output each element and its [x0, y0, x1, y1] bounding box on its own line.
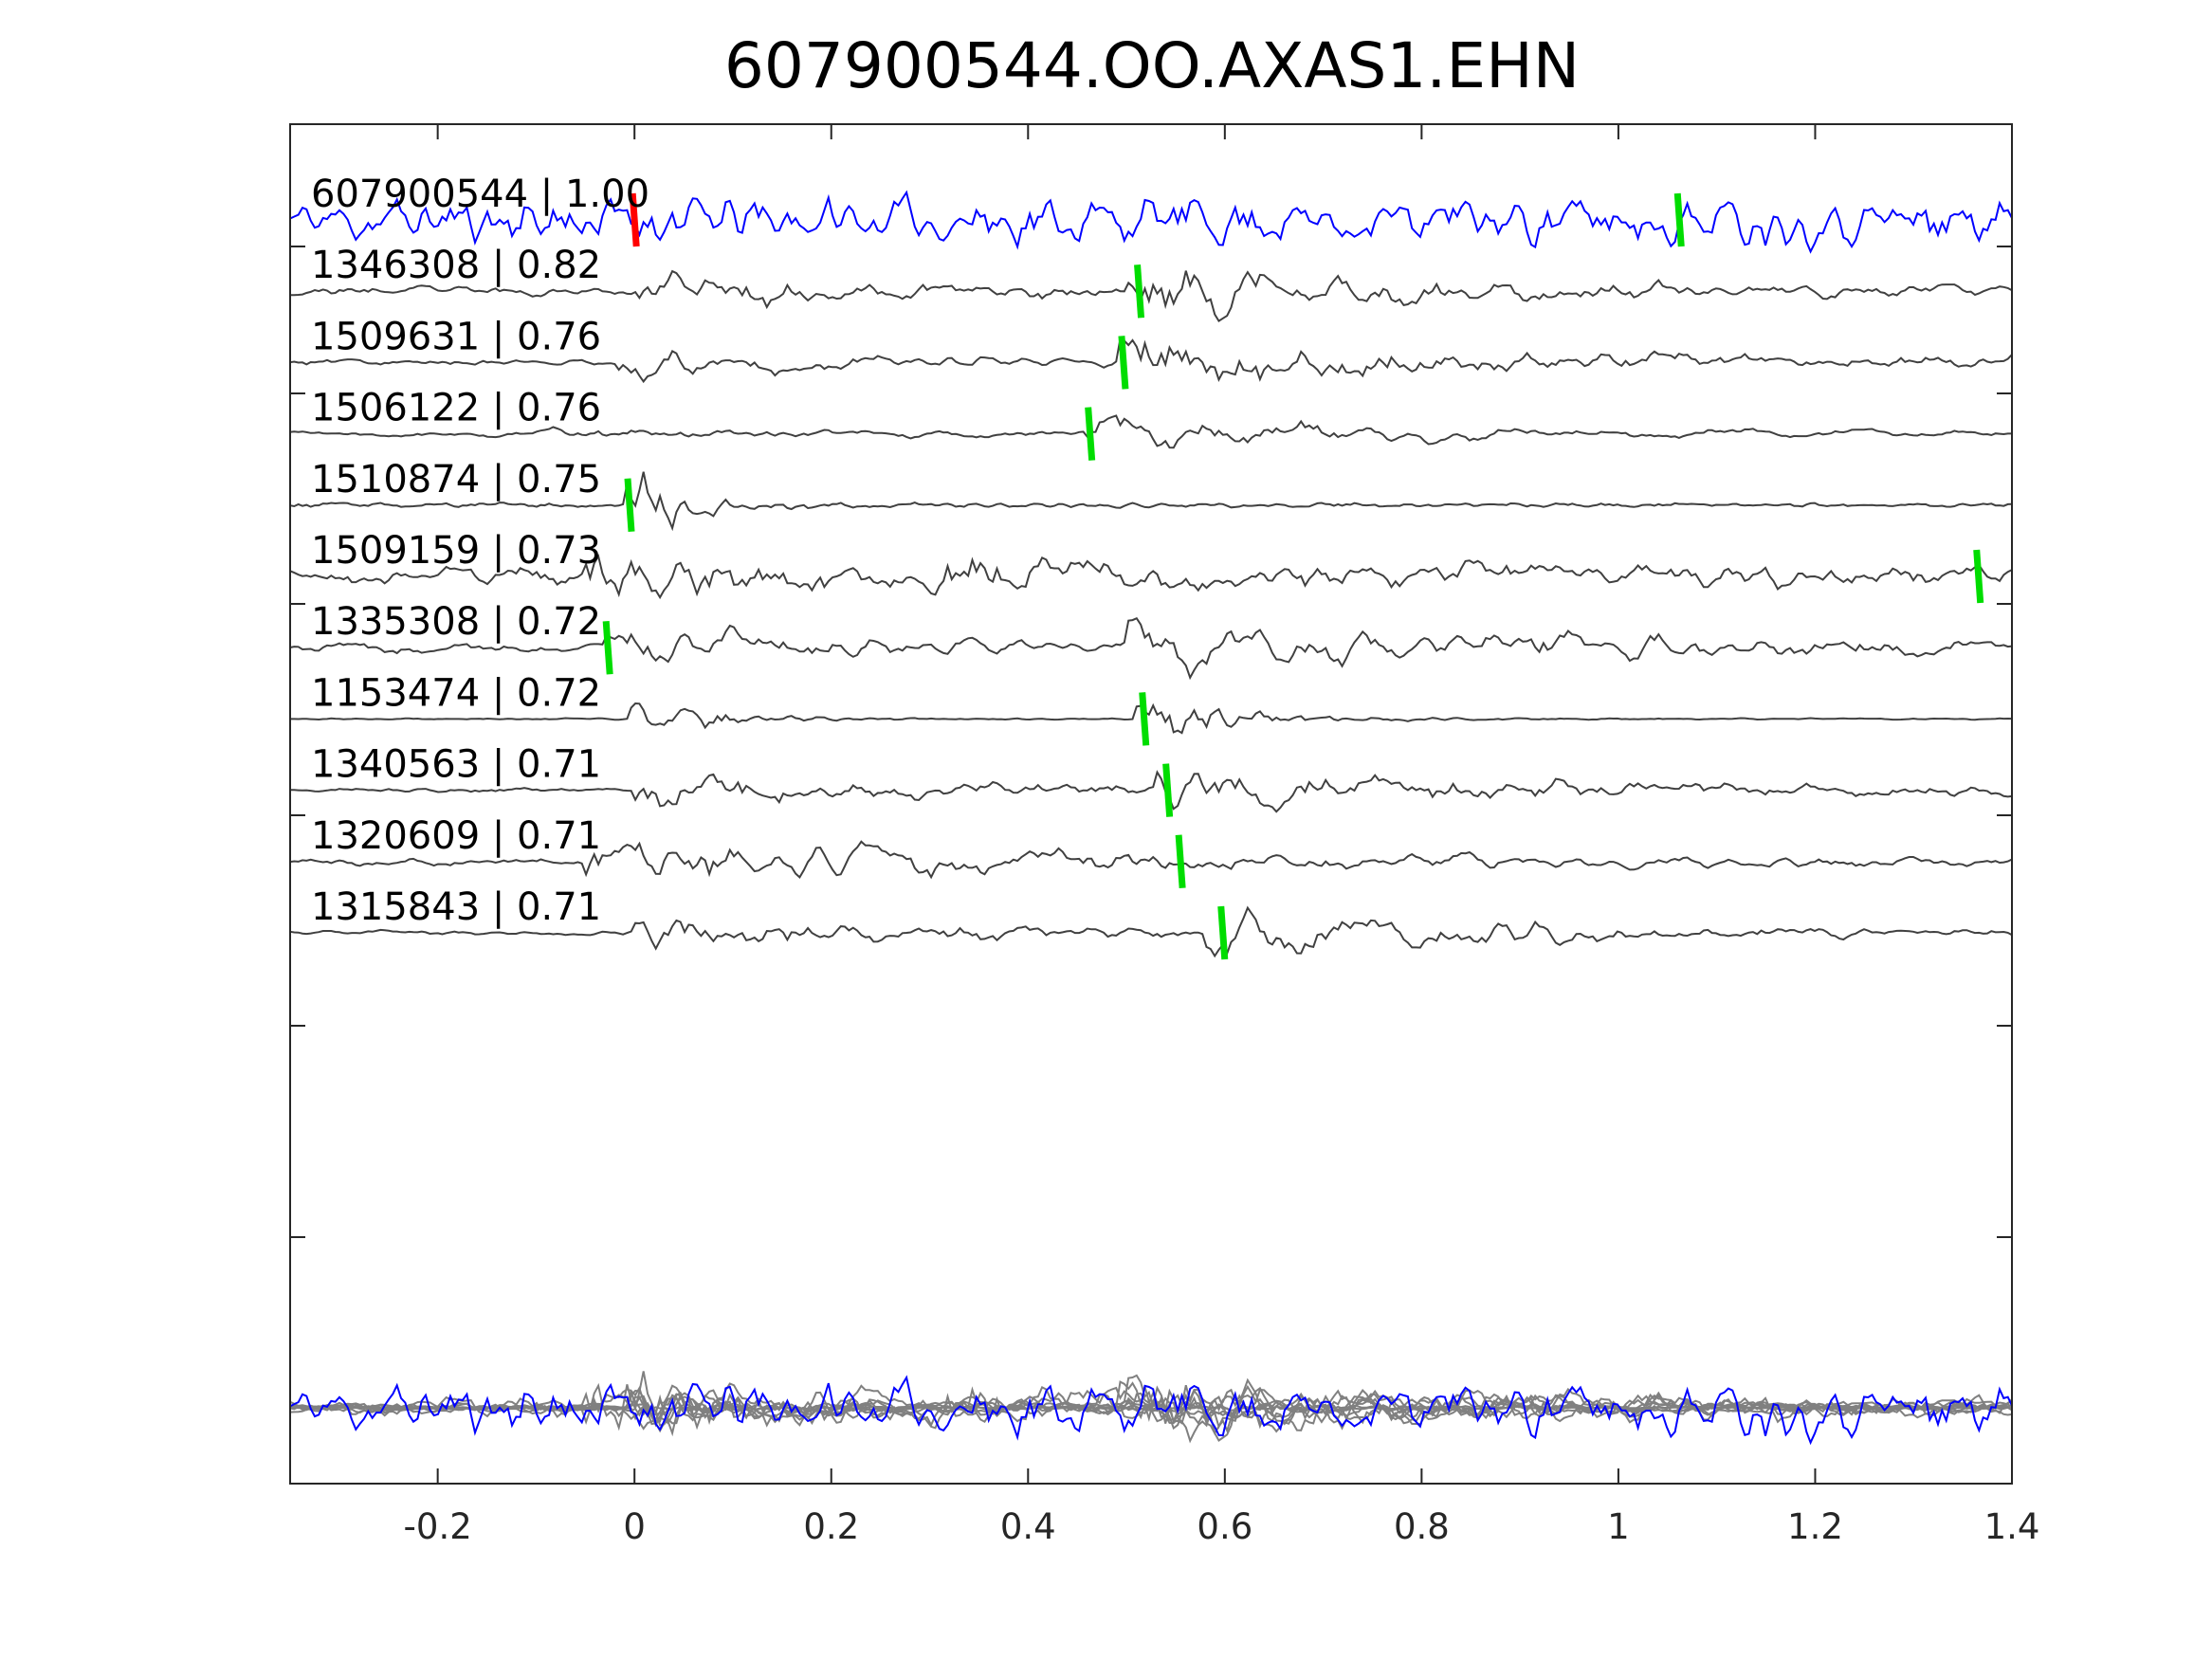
pick-marker-1340563	[1162, 763, 1174, 817]
trace-1335308	[289, 616, 2013, 681]
x-tick-label: -0.2	[404, 1506, 472, 1547]
trace-label-1153474: 1153474 | 0.72	[311, 671, 601, 715]
pick-marker-1315843	[1217, 905, 1229, 960]
trace-1153474	[290, 702, 2013, 735]
chart-title: 607900544.OO.AXAS1.EHN	[724, 29, 1580, 102]
trace-label-1510874: 1510874 | 0.75	[311, 458, 601, 501]
trace-1509631	[289, 337, 2013, 384]
trace-label-1340563: 1340563 | 0.71	[311, 743, 601, 787]
trace-1320609	[289, 840, 2013, 880]
trace-label-1509631: 1509631 | 0.76	[311, 315, 601, 358]
pick-marker-1510874	[624, 478, 635, 533]
x-tick-label: 0.4	[1000, 1506, 1056, 1547]
trace-label-1315843: 1315843 | 0.71	[311, 885, 601, 929]
trace-607900544	[289, 190, 2013, 254]
trace-1340563	[290, 770, 2013, 813]
trace-labels: 607900544 | 1.00 1346308 | 0.82 1509631 | …	[311, 173, 649, 929]
trace-label-1335308: 1335308 | 0.72	[311, 600, 601, 644]
trace-1509159	[289, 554, 2013, 600]
trace-label-1509159: 1509159 | 0.73	[311, 529, 601, 573]
trace-1315843	[289, 905, 2013, 958]
trace-label-1346308: 1346308 | 0.82	[311, 244, 601, 287]
x-axis: -0.2 0 0.2 0.4 0.6 0.8 1 1.2 1.4	[290, 123, 2040, 1547]
overlay-trace-1346308	[289, 1384, 2013, 1442]
traces-layer	[289, 190, 2013, 958]
pick-marker-607900544	[629, 192, 640, 247]
picks-layer	[602, 192, 1984, 960]
trace-label-607900544: 607900544 | 1.00	[311, 173, 649, 216]
pick-marker-1509159	[1973, 549, 1984, 604]
overlay-trace-1320609	[289, 1384, 2013, 1428]
x-tick-label: 0.8	[1394, 1506, 1450, 1547]
trace-label-1320609: 1320609 | 0.71	[311, 814, 601, 858]
pick-marker-1320609	[1175, 834, 1186, 889]
overlay-stack	[289, 1371, 2013, 1446]
x-tick-label: 0	[623, 1506, 646, 1547]
pick-marker-1335308	[602, 620, 613, 675]
plot-frame	[289, 123, 2013, 1485]
x-tick-label: 1	[1607, 1506, 1630, 1547]
trace-label-1506122: 1506122 | 0.76	[311, 387, 601, 430]
pick-marker-1506122	[1085, 407, 1096, 461]
pick-marker-1153474	[1139, 692, 1150, 746]
pick-marker-607900544	[1673, 192, 1685, 247]
overlay-trace-607900544	[289, 1375, 2013, 1446]
pick-marker-1509631	[1118, 336, 1129, 390]
trace-1506122	[289, 414, 2012, 449]
x-tick-label: 1.2	[1787, 1506, 1843, 1547]
x-tick-label: 1.4	[1984, 1506, 2040, 1547]
x-tick-label: 0.2	[803, 1506, 859, 1547]
trace-1510874	[289, 471, 2013, 532]
overlay-trace-1315843	[289, 1377, 2013, 1435]
x-tick-label: 0.6	[1197, 1506, 1252, 1547]
trace-1346308	[289, 269, 2013, 322]
pick-marker-1346308	[1134, 264, 1145, 319]
